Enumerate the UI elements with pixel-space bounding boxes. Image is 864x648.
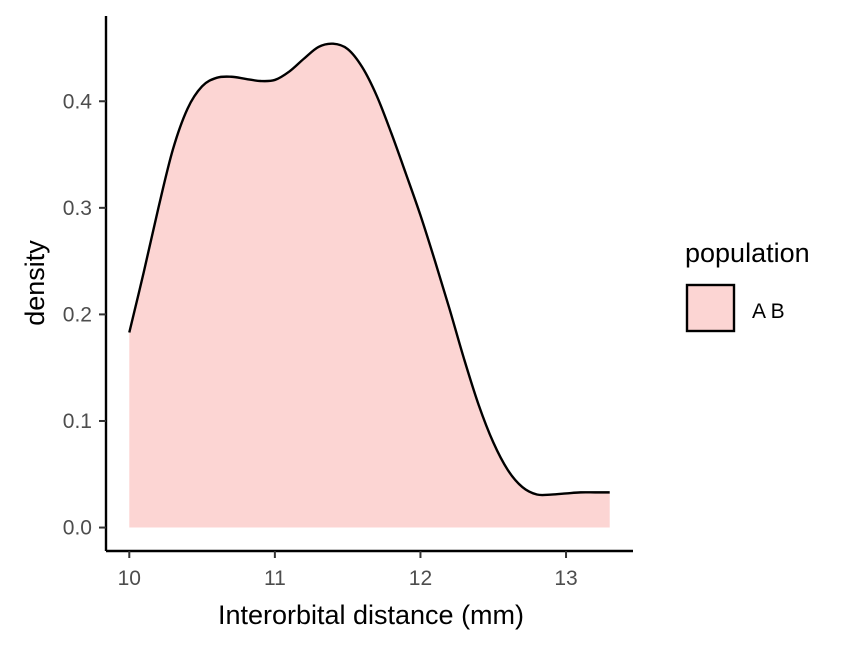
x-axis: 10 11 12 13 bbox=[106, 549, 633, 590]
x-tick-label: 12 bbox=[409, 567, 432, 590]
x-tick-label: 13 bbox=[554, 567, 577, 590]
plot-panel bbox=[128, 42, 610, 528]
legend-title: population bbox=[685, 238, 810, 268]
legend-label: A B bbox=[752, 300, 785, 323]
y-tick-label: 0.0 bbox=[63, 517, 92, 540]
y-axis: 0.0 0.1 0.2 0.3 0.4 bbox=[63, 16, 108, 551]
y-tick-label: 0.3 bbox=[63, 197, 92, 220]
y-axis-title: density bbox=[20, 240, 50, 326]
x-axis-title: Interorbital distance (mm) bbox=[218, 600, 524, 630]
x-tick-label: 10 bbox=[118, 567, 141, 590]
legend: population A B bbox=[685, 238, 810, 333]
x-tick-label: 11 bbox=[264, 567, 286, 590]
y-tick-label: 0.4 bbox=[63, 90, 93, 113]
y-tick-label: 0.1 bbox=[63, 410, 92, 433]
density-area bbox=[129, 43, 610, 528]
y-tick-label: 0.2 bbox=[63, 303, 92, 326]
legend-key bbox=[685, 283, 736, 333]
density-line bbox=[128, 42, 610, 497]
